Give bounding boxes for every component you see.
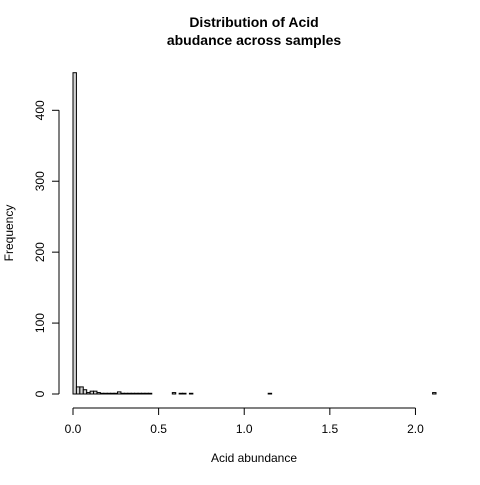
- y-tick-label: 200: [33, 242, 47, 262]
- y-tick-label: 0: [33, 390, 47, 397]
- histogram-bar: [82, 389, 88, 395]
- histogram-bar: [137, 392, 142, 395]
- histogram-bar: [188, 392, 194, 395]
- histogram-bar: [432, 392, 437, 395]
- histogram-bar: [89, 390, 95, 395]
- x-tick-label: 0.5: [150, 422, 167, 436]
- y-axis-label: Frequency: [2, 205, 16, 262]
- y-tick-label: 100: [33, 313, 47, 333]
- histogram-bar: [103, 392, 108, 395]
- y-axis: 0 100 200 300 400: [33, 100, 60, 397]
- histogram-bar: [93, 390, 98, 395]
- histogram-bar: [144, 392, 149, 395]
- histogram-bar: [117, 391, 122, 395]
- histogram-bar: [113, 392, 119, 395]
- x-axis-label: Acid abundance: [211, 451, 297, 465]
- histogram-bar: [72, 72, 77, 395]
- chart-title-line-2: abudance across samples: [167, 32, 342, 48]
- histogram-bar: [75, 386, 81, 395]
- y-tick-label: 400: [33, 100, 47, 120]
- histogram-bar: [171, 392, 177, 395]
- x-tick-label: 0.0: [65, 422, 82, 436]
- histogram-bar: [110, 392, 115, 395]
- histogram-bar: [130, 392, 136, 395]
- histogram-bar: [267, 392, 273, 395]
- x-tick-label: 1.0: [236, 422, 253, 436]
- histogram-bar: [134, 392, 139, 395]
- histogram-bars: [72, 72, 437, 395]
- histogram-bar: [182, 392, 187, 395]
- histogram-bar: [178, 392, 184, 395]
- histogram-bar: [147, 392, 153, 395]
- chart-title-line-1: Distribution of Acid: [189, 14, 318, 30]
- histogram-bar: [120, 392, 125, 395]
- histogram-bar: [140, 392, 146, 395]
- histogram-bar: [99, 392, 105, 395]
- histogram-bar: [106, 392, 112, 395]
- histogram-bar: [123, 392, 129, 395]
- y-tick-label: 300: [33, 171, 47, 191]
- histogram-bar: [79, 386, 84, 395]
- x-tick-label: 2.0: [407, 422, 424, 436]
- x-axis: 0.0 0.5 1.0 1.5 2.0: [65, 407, 424, 436]
- histogram-bar: [96, 392, 101, 395]
- histogram-bar: [127, 392, 132, 395]
- histogram-bar: [86, 392, 91, 395]
- x-tick-label: 1.5: [321, 422, 338, 436]
